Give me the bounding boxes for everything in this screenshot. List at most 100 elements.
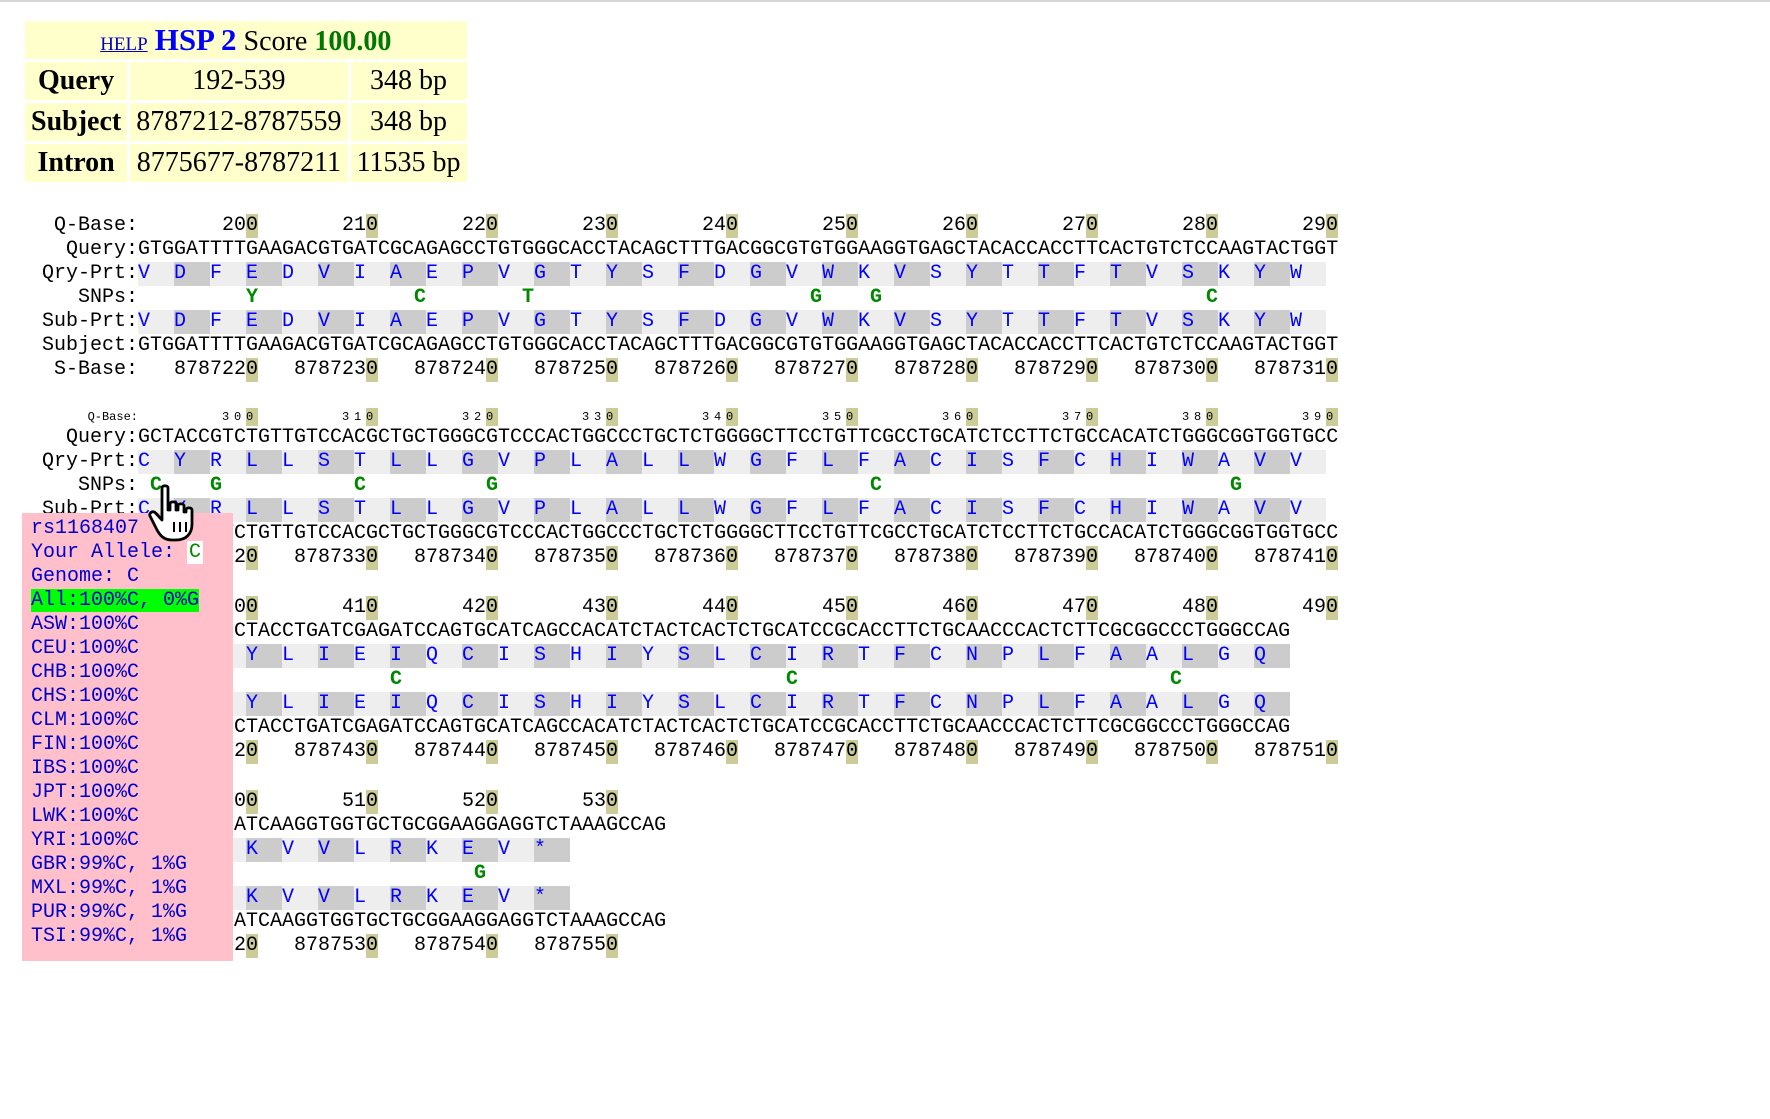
amino-acid: R (822, 644, 858, 668)
hsp-summary-table: HELP HSP 2 Score 100.00 Query 192-539 34… (22, 18, 470, 185)
amino-acid: Y (642, 692, 655, 715)
s-base-row: S-Base: 8787220 8787230 8787240 8787250 87872… (13, 358, 1338, 382)
intron-row: Intron 8775677-8787211 11535 bp (25, 144, 467, 182)
amino-acid: W (714, 450, 727, 473)
amino-acid: W (1290, 262, 1303, 285)
amino-acid: C (462, 692, 498, 716)
amino-acid: E (426, 262, 439, 285)
s-base-number: 8787530 (294, 934, 379, 958)
amino-acid: P (462, 262, 498, 286)
amino-acid: L (282, 692, 295, 715)
amino-acid: T (1110, 310, 1146, 334)
query-sequence: GCTACCGTCTGTTGTCCACGCTGCTGGGCGTCCCACTGGC… (138, 426, 1339, 449)
snp-marker[interactable]: C (1206, 286, 1219, 309)
q-base-number: 290 (1302, 214, 1339, 238)
help-link[interactable]: HELP (100, 34, 148, 55)
amino-acid: T (1110, 262, 1146, 286)
snp-marker[interactable]: G (810, 286, 823, 309)
snp-marker[interactable]: C (150, 474, 163, 497)
amino-acid: L (354, 886, 367, 909)
snp-marker[interactable]: C (354, 474, 367, 497)
q-base-row-label: Q-Base: (87, 410, 138, 424)
amino-acid: S (678, 692, 714, 716)
popup-rs-id[interactable]: rs1168407 (31, 517, 140, 540)
q-base-row-label: Q-Base: (53, 214, 138, 237)
amino-acid: T (1038, 310, 1074, 334)
query-sequence: TGCAAGAGCTACCTGATCGAGATCCAGTGCATCAGCCACA… (138, 620, 1291, 643)
amino-acid: A (894, 498, 930, 522)
s-base-number: 8787290 (1014, 358, 1099, 382)
q-base-number: 530 (582, 790, 619, 814)
amino-acid: Y (966, 262, 1002, 286)
amino-acid: I (390, 644, 426, 668)
snp-marker[interactable]: C (1170, 668, 1183, 691)
query-protein-row-label: Qry-Prt: (41, 450, 138, 473)
amino-acid: V (498, 498, 511, 521)
snp-marker[interactable]: G (486, 474, 499, 497)
amino-acid: L (714, 692, 727, 715)
row-range: 8787212-8787559 (130, 103, 348, 141)
amino-acid: W (822, 262, 858, 286)
query-row: Query:GTGGATTTTGAAGACGTGATCGCAGAGCCTGTGG… (13, 238, 1338, 262)
q-base-row: Q-Base: 3 0 0 3 1 0 3 2 0 3 3 0 3 4 0 3 5 0 3 6 0 3 7 0 3 8 0 3 9 0 (13, 408, 1338, 426)
snp-marker[interactable]: Y (246, 286, 259, 309)
snp-marker[interactable]: G (474, 862, 487, 885)
amino-acid: Y (606, 310, 642, 334)
snps-row-label: SNPs: (77, 286, 138, 309)
snp-popup: rs1168407 Your Allele: C Genome: C All:1… (22, 513, 233, 961)
q-base-number: 230 (582, 214, 619, 238)
your-allele-value: C (187, 541, 204, 564)
snp-marker[interactable]: G (210, 474, 223, 497)
amino-acid: C (1074, 450, 1087, 473)
s-base-number: 8787410 (1254, 546, 1339, 570)
q-base-row: Q-Base: 200 210 220 230 240 250 260 270 280 290 (13, 214, 1338, 238)
snp-marker[interactable]: C (870, 474, 883, 497)
popup-pop: YRI:100%C (31, 829, 140, 852)
amino-acid: G (1218, 644, 1231, 667)
amino-acid: L (282, 498, 295, 521)
amino-acid: C (462, 644, 498, 668)
amino-acid: I (606, 692, 642, 716)
amino-acid: V (282, 886, 295, 909)
amino-acid: F (894, 692, 930, 716)
popup-pop: LWK:100%C (31, 805, 140, 828)
amino-acid: F (1074, 644, 1087, 667)
s-base-number: 8787310 (1254, 358, 1339, 382)
amino-acid: W (714, 498, 727, 521)
amino-acid: K (858, 310, 871, 333)
amino-acid: T (858, 644, 871, 667)
amino-acid: C (1074, 498, 1087, 521)
query-protein-row-label: Qry-Prt: (41, 262, 138, 285)
snp-marker[interactable]: T (522, 286, 535, 309)
amino-acid: C (930, 498, 943, 521)
s-base-number: 8787230 (294, 358, 379, 382)
snp-marker[interactable]: G (1230, 474, 1243, 497)
amino-acid: L (1038, 644, 1074, 668)
s-base-number: 8787440 (414, 740, 499, 764)
amino-acid: I (1146, 450, 1159, 473)
s-base-number: 8787300 (1134, 358, 1219, 382)
popup-your-allele: Your Allele: C (31, 541, 233, 565)
popup-pop: ASW:100%C (31, 613, 140, 636)
score-value: 100.00 (314, 26, 392, 57)
s-base-number: 8787480 (894, 740, 979, 764)
snp-marker[interactable]: C (390, 668, 403, 691)
amino-acid: R (210, 450, 223, 473)
amino-acid: D (282, 262, 295, 285)
subject-sequence: TGCAAGAGCTACCTGATCGAGATCCAGTGCATCAGCCACA… (138, 716, 1291, 739)
amino-acid: V (318, 838, 354, 862)
amino-acid: D (174, 310, 210, 334)
amino-acid: T (570, 310, 583, 333)
amino-acid: K (1218, 262, 1231, 285)
amino-acid: I (318, 692, 354, 716)
snps-row-label: SNPs: (77, 474, 138, 497)
hsp-title: HSP 2 (154, 22, 237, 57)
snp-marker[interactable]: C (786, 668, 799, 691)
subject-row-label: Subject: (41, 334, 138, 357)
snp-marker[interactable]: G (870, 286, 883, 309)
s-base-number: 8787370 (774, 546, 859, 570)
q-base-number: 410 (342, 596, 379, 620)
snp-marker[interactable]: C (414, 286, 427, 309)
amino-acid: A (1218, 450, 1231, 473)
